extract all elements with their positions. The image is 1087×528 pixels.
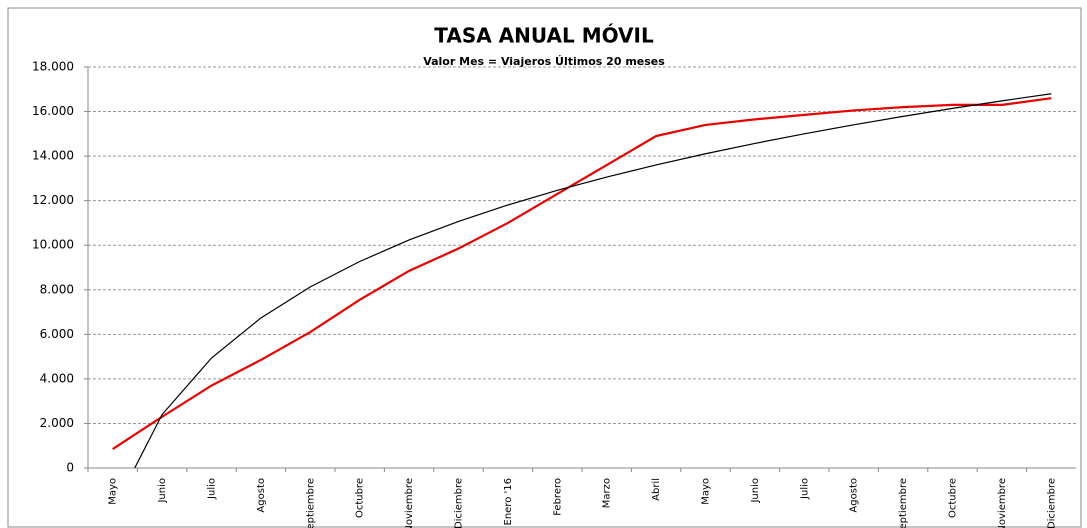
y-tick-label: 4.000 xyxy=(40,371,74,385)
x-tick-label: Febrero xyxy=(552,478,563,516)
x-tick-label: Septiembre xyxy=(305,478,316,528)
x-tick-label: Septiembre xyxy=(898,478,909,528)
series-line xyxy=(134,93,1052,468)
x-tick-label: Agosto xyxy=(256,478,267,513)
x-tick-label: Noviembre xyxy=(997,478,1008,528)
y-tick-label: 12.000 xyxy=(32,193,74,207)
y-tick-label: 18.000 xyxy=(32,60,74,74)
chart-subtitle: Valor Mes = Viajeros Últimos 20 meses xyxy=(423,55,665,68)
y-tick-label: 0 xyxy=(66,461,74,475)
x-tick-label: Octubre xyxy=(355,478,366,518)
x-tick-label: Mayo xyxy=(108,478,119,505)
x-tick-label: Abril xyxy=(651,478,662,501)
y-tick-label: 14.000 xyxy=(32,149,74,163)
x-tick-label: Marzo xyxy=(602,478,613,508)
series-line xyxy=(112,97,1052,450)
x-tick-label: Junio xyxy=(750,478,761,504)
x-tick-label: Noviembre xyxy=(404,478,415,528)
x-tick-label: Agosto xyxy=(849,478,860,513)
x-tick-label: Diciembre xyxy=(454,478,465,528)
x-tick-label: Julio xyxy=(207,478,218,500)
x-tick-label: Octubre xyxy=(948,478,959,518)
x-tick-label: Julio xyxy=(799,478,810,500)
chart-frame xyxy=(7,7,1082,528)
x-tick-label: Mayo xyxy=(701,478,712,505)
y-tick-label: 10.000 xyxy=(32,238,74,252)
y-tick-label: 2.000 xyxy=(40,416,74,430)
y-tick-label: 6.000 xyxy=(40,327,74,341)
chart-title: TASA ANUAL MÓVIL xyxy=(434,24,654,48)
y-tick-label: 8.000 xyxy=(40,282,74,296)
x-tick-label: Junio xyxy=(157,478,168,504)
x-tick-label: Enero '16 xyxy=(503,478,514,525)
x-tick-label: Diciembre xyxy=(1046,478,1057,528)
plot-area xyxy=(112,93,1052,468)
y-tick-label: 16.000 xyxy=(32,104,74,118)
